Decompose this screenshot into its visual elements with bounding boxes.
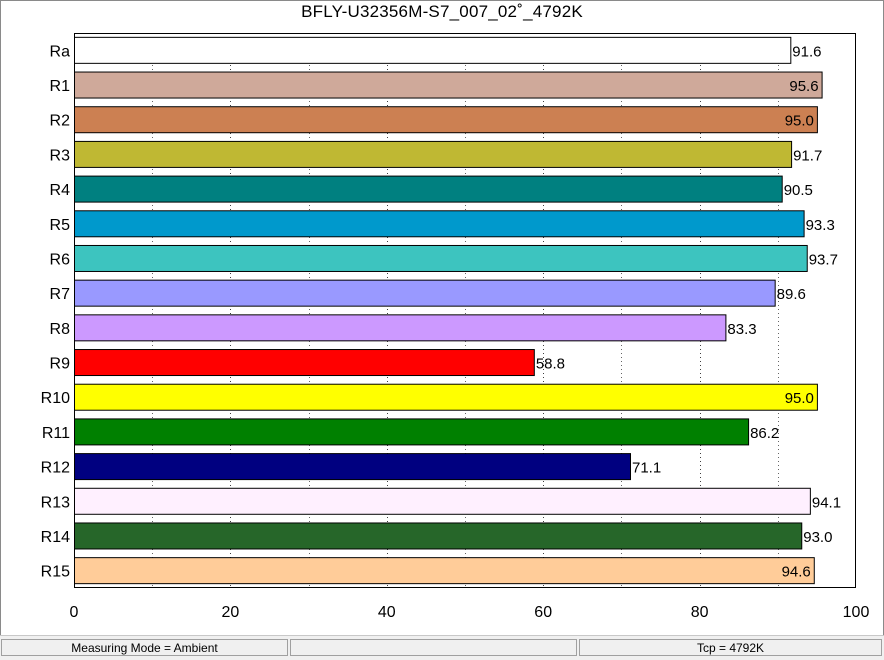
data-label: 94.1 [812,494,841,511]
data-label: 95.6 [789,78,818,95]
bar-r5 [74,210,805,238]
bar-r14 [74,522,803,550]
data-label: 91.7 [793,147,822,164]
bar-r12 [74,453,632,481]
category-label: R12 [41,460,70,477]
category-label: R3 [50,147,71,164]
category-label: Ra [50,43,71,60]
x-tick-label: 20 [222,604,240,621]
data-label: 90.5 [784,182,813,199]
data-label: 93.7 [809,251,838,268]
x-tick-label: 0 [70,604,79,621]
bar-chart: Ra 91.6 R1 95.6 R2 95.0 R3 91.7 R4 90.5 R5 93.3 R6 93… [41,33,870,621]
category-label: R15 [41,564,70,581]
category-label: R10 [41,390,70,407]
plot-border [74,33,856,588]
data-label: 95.0 [785,390,814,407]
bar-ra [74,36,792,64]
data-label: 71.1 [632,460,661,477]
status-tcp: Tcp = 4792K [579,639,882,656]
bar-r6 [74,244,808,272]
bar-r13 [74,487,811,515]
data-label: 83.3 [727,321,756,338]
data-label: 93.0 [803,529,832,546]
data-label: 95.0 [785,113,814,130]
bar-r2 [74,106,818,134]
data-label: 91.6 [792,43,821,60]
status-empty-cell [290,639,577,656]
x-tick-label: 100 [843,604,870,621]
status-bar: Measuring Mode = Ambient Tcp = 4792K [0,635,884,660]
category-label: R5 [50,217,71,234]
bar-r3 [74,140,793,168]
bar-r15 [74,557,815,585]
x-tick-label: 60 [534,604,552,621]
status-measuring-mode: Measuring Mode = Ambient [1,639,288,656]
bar-r1 [74,71,823,99]
category-label: R2 [50,113,71,130]
data-label: 86.2 [750,425,779,442]
category-label: R8 [50,321,71,338]
bar-r11 [74,418,750,446]
category-label: R9 [50,356,71,373]
data-label: 93.3 [806,217,835,234]
category-label: R4 [50,182,71,199]
category-label: R13 [41,494,70,511]
data-label: 58.8 [536,356,565,373]
category-label: R6 [50,251,71,268]
bar-r8 [74,314,727,342]
category-label: R1 [50,78,71,95]
x-tick-label: 80 [691,604,709,621]
data-label: 94.6 [782,564,811,581]
bar-r10 [74,383,818,411]
chart-title: BFLY-U32356M-S7_007_02˚_4792K [301,2,583,21]
category-label: R11 [42,425,70,442]
bar-r4 [74,175,783,203]
category-label: R7 [50,286,71,303]
x-tick-label: 40 [378,604,396,621]
bar-r9 [74,349,535,377]
category-label: R14 [41,529,70,546]
bar-r7 [74,279,776,307]
data-label: 89.6 [777,286,806,303]
